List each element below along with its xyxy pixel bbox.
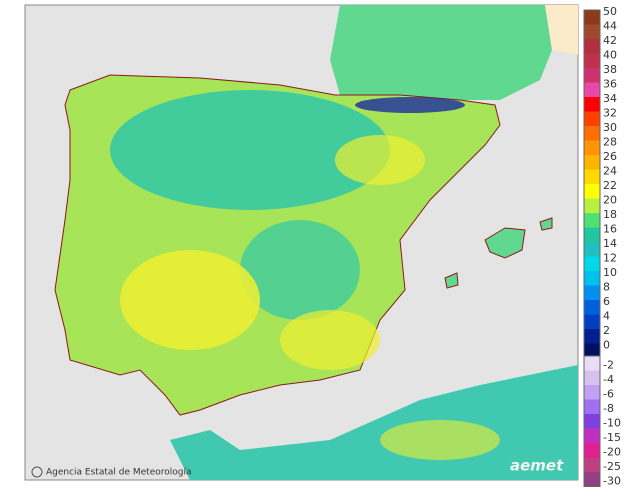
logo: aemet [510,457,564,475]
legend-label: 26 [603,150,617,163]
legend-swatch [584,457,600,472]
credit: Agencia Estatal de Meteorología [46,468,192,478]
legend-label: -20 [603,445,621,458]
legend-swatch [584,126,600,141]
legend-swatch [584,39,600,54]
pyrenees [355,97,465,113]
legend-swatch [584,414,600,429]
legend-swatch [584,198,600,213]
legend-label: -8 [603,402,614,415]
africa-warm [380,420,500,460]
central-highlands [240,220,360,320]
legend-swatch [584,53,600,68]
legend-swatch [584,169,600,184]
legend-swatch [584,385,600,400]
legend-swatch [584,443,600,458]
legend-swatch [584,155,600,170]
legend-label: 34 [603,92,617,105]
legend-label: 4 [603,310,610,323]
legend-label: 42 [603,34,617,47]
legend-swatch [584,256,600,271]
legend-label: 0 [603,339,610,352]
mallorca [484,227,526,259]
legend-label: 14 [603,237,617,250]
legend-label: 12 [603,252,617,265]
legend-label: 24 [603,165,617,178]
legend-label: 44 [603,20,617,33]
legend-label: 40 [603,49,617,62]
italy-edge [545,5,578,55]
legend-label: 22 [603,179,617,192]
legend-label: 32 [603,107,617,120]
legend-label: 36 [603,78,617,91]
legend-label: -2 [603,358,614,371]
legend-border [583,355,601,487]
legend-label: 10 [603,266,617,279]
legend-swatch [584,472,600,487]
legend-label: -10 [603,416,621,429]
legend-swatch [584,300,600,315]
legend-label: 28 [603,136,617,149]
north-plateau [110,90,390,210]
south-east [280,310,380,370]
legend-swatch [584,370,600,385]
legend-swatch [584,213,600,228]
legend-label: 18 [603,208,617,221]
legend-swatch [584,10,600,25]
legend-label: 6 [603,295,610,308]
ibiza [444,272,459,289]
legend-swatch [584,428,600,443]
legend-swatch [584,399,600,414]
legend-swatch [584,111,600,126]
south-west [120,250,260,350]
legend-label: 38 [603,63,617,76]
legend-swatch [584,343,600,358]
legend-swatch [584,140,600,155]
legend-swatch [584,329,600,344]
legend-swatch [584,356,600,371]
legend-label: 20 [603,194,617,207]
legend-label: 2 [603,324,610,337]
legend-label: -30 [603,474,621,487]
legend-swatch [584,68,600,83]
legend-swatch [584,97,600,112]
legend-label: 50 [603,5,617,18]
legend-swatch [584,285,600,300]
legend-swatch [584,242,600,257]
legend-swatch [584,227,600,242]
legend-swatch [584,271,600,286]
ebro-valley [335,135,425,185]
legend-swatch [584,314,600,329]
legend-label: -6 [603,387,614,400]
legend-label: -25 [603,460,621,473]
menorca [539,217,553,231]
legend-label: 16 [603,223,617,236]
legend-label: 30 [603,121,617,134]
legend-label: 8 [603,281,610,294]
legend-swatch [584,82,600,97]
france [330,5,552,100]
legend-label: -15 [603,431,621,444]
copyright-icon [31,466,43,478]
legend-swatch [584,24,600,39]
legend-label: -4 [603,373,614,386]
legend-swatch [584,184,600,199]
